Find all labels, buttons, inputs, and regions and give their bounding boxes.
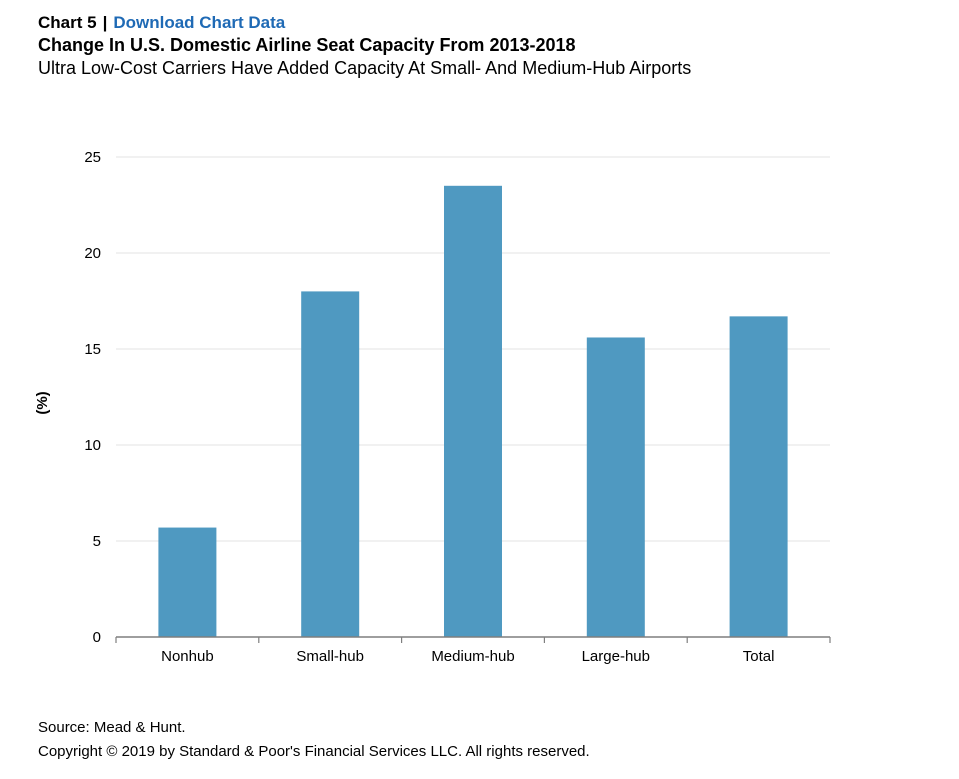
bar-chart: 0 5 10 15 20 25 Nonhub Small-hub Medium-hub Large… (34, 149, 831, 665)
y-axis-label: (%) (34, 391, 51, 414)
bar-medium-hub (444, 185, 502, 638)
download-chart-data-link[interactable]: Download Chart Data (113, 13, 286, 32)
bar-nonhub (158, 527, 217, 637)
chart-footer: Source: Mead & Hunt. Copyright © 2019 by… (38, 716, 590, 764)
x-tick-label: Medium-hub (431, 648, 514, 665)
x-tick-label: Nonhub (161, 648, 214, 665)
bar-total (729, 316, 788, 637)
chart-number: Chart 5 (38, 13, 97, 32)
y-tick-label: 20 (84, 245, 101, 262)
y-tick-label: 25 (84, 149, 101, 166)
bars (158, 185, 788, 638)
axes (115, 636, 831, 643)
source-note: Source: Mead & Hunt. (38, 719, 186, 736)
x-tick-label: Small-hub (296, 648, 364, 665)
x-tick-label: Large-hub (582, 648, 650, 665)
y-tick-label: 0 (93, 629, 101, 646)
copyright-note: Copyright © 2019 by Standard & Poor's Fi… (38, 743, 590, 760)
separator: | (102, 13, 108, 32)
y-tick-label: 10 (84, 437, 101, 454)
x-tick-label: Total (743, 648, 775, 665)
y-tick-label: 15 (84, 341, 101, 358)
chart-subtitle: Ultra Low-Cost Carriers Have Added Capac… (38, 58, 692, 78)
y-tick-label: 5 (93, 533, 101, 550)
bar-large-hub (586, 337, 645, 637)
chart-header: Chart 5 | Download Chart Data Change In U.… (38, 12, 938, 80)
chart-number-line: Chart 5 | Download Chart Data (38, 12, 938, 34)
chart-title: Change In U.S. Domestic Airline Seat Cap… (38, 35, 576, 55)
axis-labels: 0 5 10 15 20 25 Nonhub Small-hub Medium-hub Large… (84, 149, 774, 665)
bar-small-hub (301, 291, 360, 637)
